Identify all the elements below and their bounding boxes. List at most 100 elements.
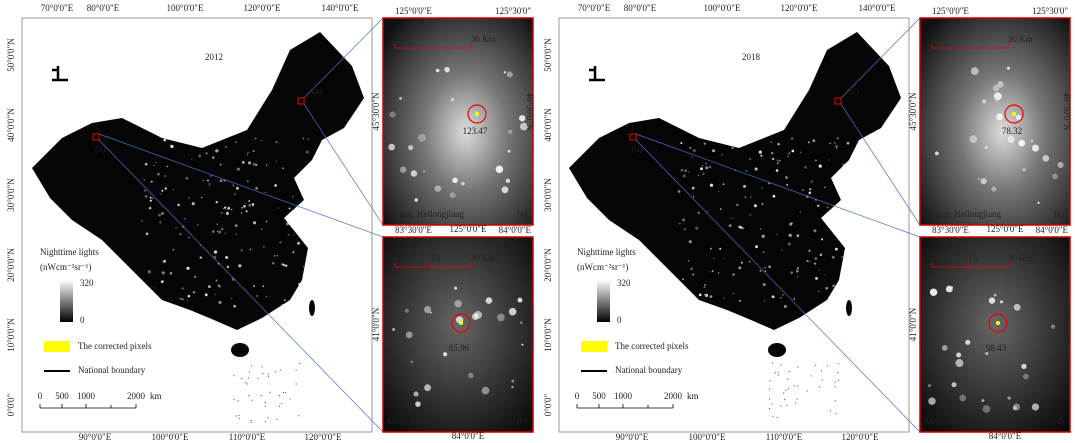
light-dot	[732, 274, 734, 276]
light-dot	[791, 222, 793, 224]
light-dot	[723, 297, 724, 298]
light-dot	[736, 204, 738, 206]
inset-light	[424, 384, 431, 391]
light-dot	[700, 167, 703, 170]
light-dot	[682, 278, 684, 280]
light-dot	[749, 214, 751, 216]
scale-label: 0	[575, 391, 580, 401]
light-dot	[202, 180, 204, 182]
inset-light	[995, 100, 997, 102]
scale-label: 0	[38, 391, 43, 401]
light-dot	[217, 223, 218, 224]
light-dot	[705, 294, 708, 297]
light-dot	[161, 190, 163, 192]
light-dot	[307, 168, 308, 169]
sea-island	[298, 415, 299, 416]
lat-label: 40°0'0"N	[543, 108, 553, 142]
light-dot	[164, 175, 166, 177]
light-dot	[764, 267, 766, 269]
light-dot	[214, 294, 215, 295]
lon-label: 90°0'0"E	[616, 432, 649, 442]
light-dot	[810, 182, 811, 183]
inset-light	[1032, 403, 1039, 410]
light-dot	[307, 304, 309, 306]
inset-value: 78.32	[1002, 126, 1022, 136]
site-label: (c)	[849, 86, 859, 96]
light-dot	[815, 159, 817, 161]
light-dot	[741, 262, 743, 264]
inset-light	[511, 386, 513, 388]
light-dot	[827, 207, 828, 208]
sea-island	[815, 365, 816, 366]
light-dot	[298, 283, 301, 286]
inset-light	[413, 391, 418, 396]
inset-light	[1000, 300, 1003, 303]
sea-island	[786, 405, 787, 406]
light-dot	[837, 137, 839, 139]
inset-light	[411, 360, 414, 363]
light-dot	[236, 187, 239, 190]
light-dot	[212, 156, 214, 158]
light-dot	[765, 271, 766, 272]
sea-island	[276, 419, 277, 420]
light-dot	[713, 258, 715, 260]
inset-light	[418, 134, 426, 142]
light-dot	[692, 187, 695, 190]
inset-lon-label: 125°0'0"E	[932, 6, 969, 16]
light-dot	[241, 207, 243, 209]
light-dot	[776, 169, 779, 172]
inset-scale-label: 30 Km	[1008, 253, 1033, 263]
inset-lat-label: 45°30'0"N	[908, 92, 918, 130]
light-dot	[236, 234, 237, 235]
lat-label: 10°0'0"N	[6, 318, 16, 352]
light-dot	[825, 275, 826, 276]
inset-lon-label: 83°30'0"E	[395, 225, 432, 235]
inset-lon-label: 84°0'0"E	[499, 225, 532, 235]
lon-label: 100°0'0"E	[704, 3, 741, 13]
lat-label: 20°0'0"N	[6, 248, 16, 282]
light-dot	[788, 152, 790, 154]
sea-island	[772, 363, 773, 364]
inset-light	[994, 294, 997, 297]
inset-light	[978, 178, 980, 180]
inset-light	[1032, 145, 1039, 152]
light-dot	[800, 152, 801, 153]
sea-island	[248, 395, 249, 396]
light-dot	[306, 151, 309, 154]
inset-light	[935, 151, 939, 155]
corrected-pixel	[459, 321, 463, 325]
inset-lon-label: 83°30'0"E	[932, 225, 969, 235]
light-dot	[825, 287, 828, 290]
inset-lon-label: 125°0'0"E	[450, 224, 487, 234]
scale-label: 2000	[664, 391, 683, 401]
lat-label: 10°0'0"N	[543, 318, 553, 352]
light-dot	[150, 197, 152, 199]
sea-island	[239, 418, 240, 419]
light-dot	[200, 256, 202, 258]
light-dot	[733, 293, 734, 294]
legend-ramp	[60, 280, 73, 322]
lon-label: 100°0'0"E	[152, 432, 189, 442]
light-dot	[791, 150, 794, 153]
light-dot	[684, 228, 686, 230]
light-dot	[255, 164, 257, 166]
light-dot	[170, 145, 173, 148]
inset-light	[388, 144, 395, 151]
legend-title: Nighttime lights	[40, 247, 99, 257]
corrected-pixel	[1012, 112, 1016, 116]
light-dot	[762, 203, 764, 205]
light-dot	[740, 226, 743, 229]
legend-units: (nWcm⁻²sr⁻¹)	[577, 262, 628, 272]
inset-place: Daqing, Heilongjiang	[386, 209, 464, 219]
inset-light	[507, 71, 513, 77]
light-dot	[682, 218, 685, 221]
island	[846, 300, 852, 316]
sea-island	[270, 392, 271, 393]
light-dot	[188, 197, 190, 199]
sea-island	[810, 375, 811, 376]
legend-corrected: The corrected pixels	[78, 341, 152, 351]
light-dot	[185, 177, 188, 180]
light-dot	[198, 154, 201, 157]
light-dot	[788, 243, 791, 246]
light-dot	[151, 181, 153, 183]
